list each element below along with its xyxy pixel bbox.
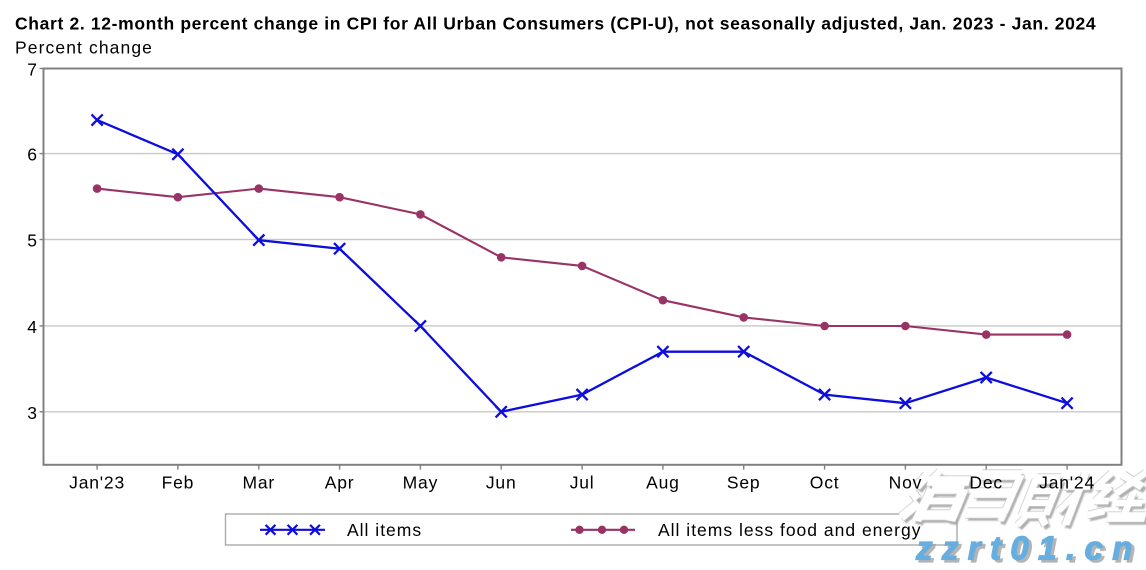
- svg-text:Oct: Oct: [810, 473, 840, 493]
- svg-text:Jun: Jun: [486, 473, 517, 493]
- svg-text:Percent change: Percent change: [15, 38, 153, 58]
- svg-text:4: 4: [27, 317, 37, 337]
- svg-text:Jul: Jul: [570, 473, 595, 493]
- svg-text:3: 3: [27, 403, 37, 423]
- svg-text:All items less food and energy: All items less food and energy: [658, 520, 921, 540]
- svg-text:5: 5: [27, 231, 37, 251]
- svg-text:Chart 2. 12-month percent chan: Chart 2. 12-month percent change in CPI …: [15, 14, 1096, 34]
- svg-text:Dec: Dec: [969, 473, 1003, 493]
- svg-text:Aug: Aug: [646, 473, 680, 493]
- svg-text:7: 7: [27, 60, 37, 80]
- svg-text:zzrt01.cn: zzrt01.cn: [918, 532, 1145, 565]
- svg-text:zzrt01.cn: zzrt01.cn: [915, 530, 1142, 566]
- svg-text:Nov: Nov: [889, 473, 923, 493]
- svg-text:Sep: Sep: [727, 473, 761, 493]
- svg-text:All items: All items: [347, 520, 422, 540]
- svg-text:Apr: Apr: [325, 473, 355, 493]
- svg-text:Mar: Mar: [243, 473, 276, 493]
- svg-text:Feb: Feb: [162, 473, 195, 493]
- svg-text:Jan'24: Jan'24: [1039, 473, 1095, 493]
- svg-text:Jan'23: Jan'23: [69, 473, 125, 493]
- svg-text:6: 6: [27, 145, 37, 165]
- svg-text:May: May: [403, 473, 438, 493]
